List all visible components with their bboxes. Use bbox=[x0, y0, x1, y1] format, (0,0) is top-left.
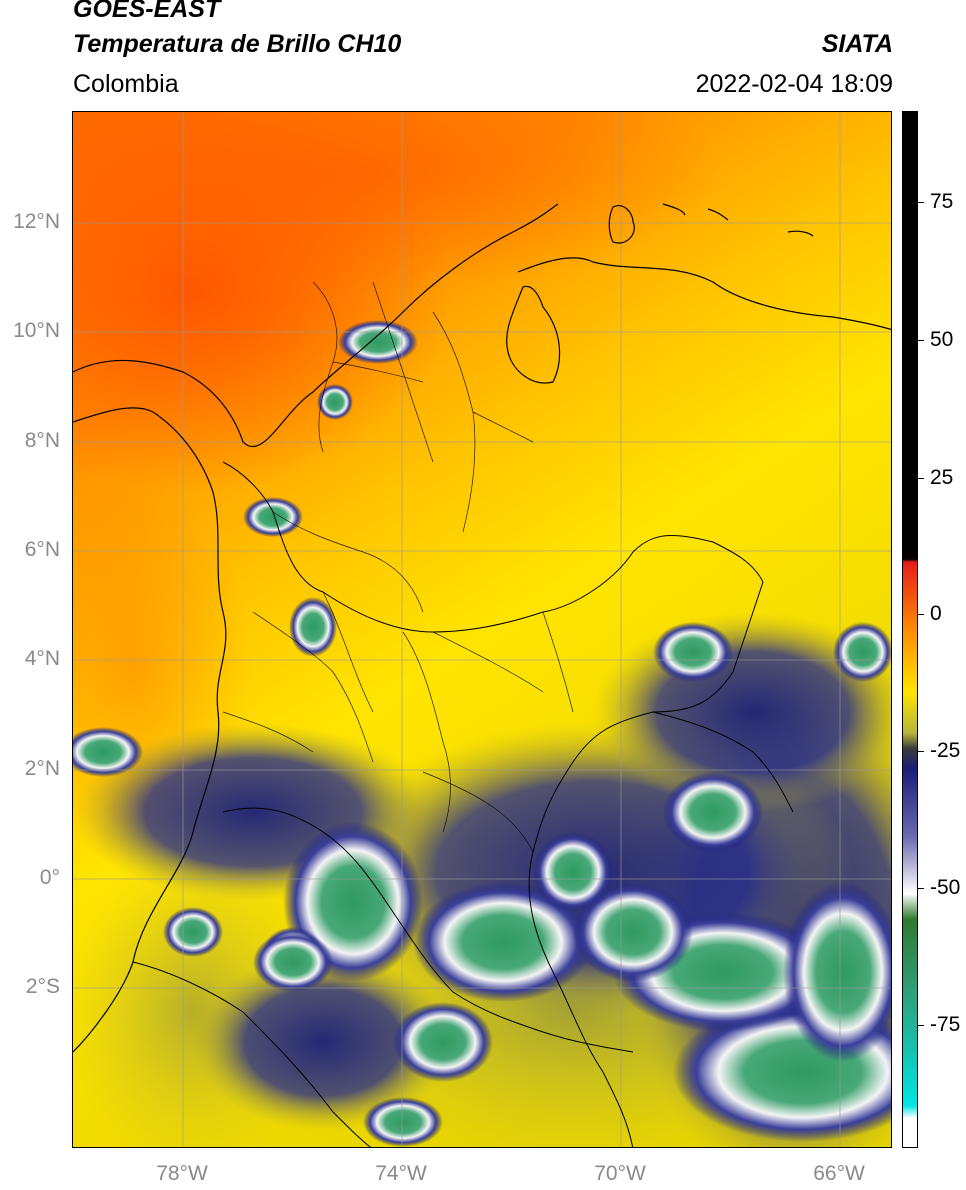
graticule bbox=[73, 112, 891, 1147]
cloud-core-6 bbox=[573, 882, 693, 982]
lat-label-12n: 12°N bbox=[13, 210, 60, 233]
cloud-core-18 bbox=[833, 622, 891, 682]
datetime-label: 2022-02-04 18:09 bbox=[695, 70, 893, 98]
department-borders bbox=[222, 281, 574, 853]
national-borders bbox=[132, 461, 794, 1147]
colorbar-tick-0 bbox=[918, 614, 924, 615]
cloud-core-19 bbox=[253, 932, 333, 992]
colorbar-label-50: 50 bbox=[930, 328, 954, 351]
cloud-core-17 bbox=[653, 622, 733, 682]
cloud-core-16 bbox=[243, 497, 303, 537]
satellite-map[interactable] bbox=[72, 111, 892, 1148]
lat-label-0: 0° bbox=[39, 866, 60, 889]
cloud-core-15 bbox=[289, 597, 337, 657]
colorbar-tick-minus25 bbox=[918, 751, 924, 752]
cloud-core-20 bbox=[163, 907, 223, 957]
title-line-2: Temperatura de Brillo CH10 bbox=[73, 30, 402, 58]
colorbar-label-minus75: -75 bbox=[930, 1013, 961, 1036]
lon-label-74w: 74°W bbox=[375, 1162, 427, 1185]
colorbar-tick-minus50 bbox=[918, 888, 924, 889]
colorbar-tick-75 bbox=[918, 202, 924, 203]
lat-label-8n: 8°N bbox=[24, 429, 60, 452]
brand-label: SIATA bbox=[821, 30, 893, 58]
colorbar-label-0: 0 bbox=[930, 602, 942, 625]
lon-label-70w: 70°W bbox=[594, 1162, 646, 1185]
colorbar-label-25: 25 bbox=[930, 466, 954, 489]
lon-label-66w: 66°W bbox=[813, 1162, 865, 1185]
coastlines bbox=[73, 203, 891, 1053]
colorbar-label-minus25: -25 bbox=[930, 739, 961, 762]
lat-label-2n: 2°N bbox=[24, 757, 60, 780]
colorbar-tick-minus75 bbox=[918, 1025, 924, 1026]
cloud-core-7 bbox=[393, 1002, 493, 1082]
map-canvas bbox=[73, 112, 891, 1147]
cloud-core-13 bbox=[338, 320, 418, 364]
warm-region-north bbox=[73, 112, 723, 292]
colorbar-label-75: 75 bbox=[930, 190, 954, 213]
title-line-1: GOES-EAST bbox=[73, 0, 221, 23]
cloud-core-12 bbox=[363, 1097, 443, 1147]
region-label: Colombia bbox=[73, 70, 179, 98]
lat-label-10n: 10°N bbox=[13, 319, 60, 342]
cloud-band-south bbox=[193, 952, 453, 1132]
cloud-core-9 bbox=[533, 832, 613, 912]
lat-label-6n: 6°N bbox=[24, 538, 60, 561]
cloud-core-8 bbox=[663, 772, 763, 852]
colorbar bbox=[902, 111, 918, 1148]
colorbar-tick-25 bbox=[918, 478, 924, 479]
cloud-core-10 bbox=[73, 727, 143, 777]
cloud-core-3 bbox=[783, 882, 891, 1062]
colorbar-tick-50 bbox=[918, 340, 924, 341]
colorbar-label-minus50: -50 bbox=[930, 876, 961, 899]
lat-label-4n: 4°N bbox=[24, 647, 60, 670]
lat-label-2s: 2°S bbox=[25, 975, 60, 998]
lon-label-78w: 78°W bbox=[156, 1162, 208, 1185]
cloud-core-14 bbox=[317, 384, 353, 420]
cloud-core-5 bbox=[413, 882, 593, 1002]
